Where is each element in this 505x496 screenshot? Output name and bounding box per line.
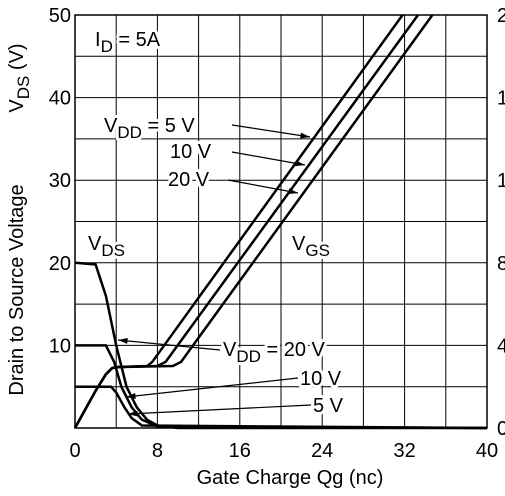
annotation-rest: 10 V <box>300 368 342 390</box>
y2-tick-label: 16 <box>497 88 505 110</box>
annotation-rest: = 20 V <box>261 339 326 361</box>
annotation-main: V <box>104 115 118 137</box>
annotation-arrow <box>231 124 311 138</box>
annotation-arrow <box>125 377 299 398</box>
arrow-head <box>295 160 305 167</box>
annotation-rest: = 5A <box>113 29 161 51</box>
y2-tick-label: 0 <box>497 418 505 440</box>
y2-tick-label: 20 <box>497 5 505 27</box>
y-axis-label-top-sub: DS <box>14 76 33 100</box>
annotation: VDS <box>88 233 125 260</box>
arrow-head <box>126 393 136 399</box>
x-tick-label: 0 <box>69 440 80 462</box>
annotation-rest: 10 V <box>170 141 212 163</box>
annotation-arrow <box>227 179 299 194</box>
annotation-rest: 20 V <box>168 169 210 191</box>
line-series <box>73 14 434 429</box>
annotation-sub: DD <box>236 347 261 366</box>
arrow-head <box>300 132 310 139</box>
annotation-sub: GS <box>305 241 330 260</box>
annotation: 5 V <box>313 395 344 417</box>
x-tick-label: 32 <box>393 440 415 462</box>
y2-tick-label: 8 <box>497 253 505 275</box>
annotation-arrow <box>127 404 312 415</box>
y-tick-label: 10 <box>49 335 71 357</box>
annotation: 10 V <box>170 141 212 163</box>
y-axis-label-top-rest: (V) <box>6 43 28 75</box>
x-tick-label: 40 <box>476 440 498 462</box>
x-tick-label: 24 <box>311 440 333 462</box>
y-axis-label-top: VDS (V) <box>6 43 33 112</box>
y-axis-label: Drain to Source Voltage <box>6 184 28 395</box>
annotation-sub: DD <box>117 123 142 142</box>
y-tick-label: 50 <box>49 5 71 27</box>
x-tick-label: 8 <box>152 440 163 462</box>
y-tick-label: 20 <box>49 253 71 275</box>
line-series <box>75 385 488 430</box>
annotation: VDD = 5 V <box>104 115 195 142</box>
arrow-head <box>118 337 128 344</box>
y-tick-label: 40 <box>49 88 71 110</box>
y2-tick-label: 4 <box>497 335 505 357</box>
x-tick-label: 16 <box>229 440 251 462</box>
annotation-main: V <box>88 233 102 255</box>
annotation-rest: = 5 V <box>142 115 195 137</box>
y2-tick-label: 12 <box>497 170 505 192</box>
y-axis-label-top-main: V <box>6 99 28 113</box>
annotation: VDD = 20 V <box>223 339 326 366</box>
annotation-sub: D <box>101 37 113 56</box>
annotation-arrow <box>231 151 306 166</box>
y-tick-label: 30 <box>49 170 71 192</box>
annotation-main: V <box>223 339 237 361</box>
annotation-arrow <box>117 339 221 351</box>
annotation-rest: 5 V <box>313 395 344 417</box>
annotation: ID = 5A <box>95 29 161 56</box>
annotation-main: V <box>292 233 306 255</box>
annotation: VGS <box>292 233 330 260</box>
annotation: 10 V <box>300 368 342 390</box>
annotation-sub: DS <box>101 241 125 260</box>
x-axis-label: Gate Charge Qg (nc) <box>197 467 384 489</box>
arrow-head <box>128 410 138 417</box>
annotation-main: I <box>95 29 101 51</box>
annotation: 20 V <box>168 169 210 191</box>
arrow-head <box>288 188 298 195</box>
